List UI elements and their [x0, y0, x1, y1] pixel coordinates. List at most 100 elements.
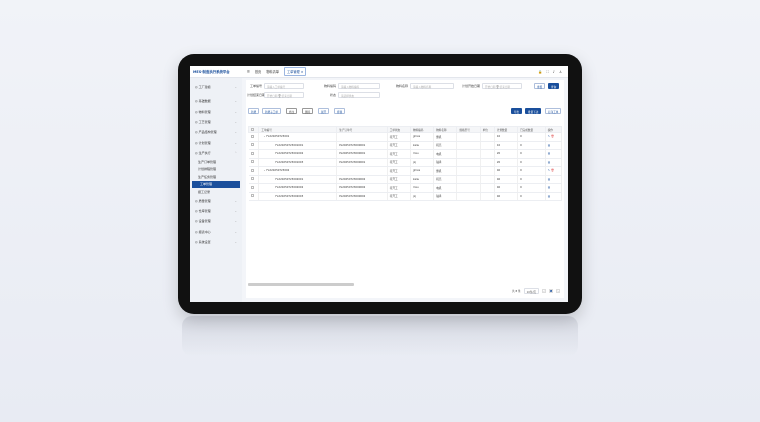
column-header[interactable]: 工单编号: [258, 126, 338, 133]
view-icon[interactable]: ▤: [547, 152, 551, 156]
order-no: PL20250723000002: [336, 183, 388, 193]
page-size-select[interactable]: 10条/页: [523, 288, 539, 294]
table-row[interactable]: ⌄ FLX20250723002 待开工 jjmxa 整机 40 0 ✎ 🗑: [248, 166, 563, 176]
edit-icon[interactable]: ✎: [547, 135, 550, 139]
edit-icon[interactable]: ✎: [547, 169, 550, 173]
sidebar-subitem[interactable]: 报工记录: [198, 189, 211, 194]
sidebar-subitem[interactable]: 生产订单管理: [198, 159, 217, 164]
done-qty: 0: [517, 166, 546, 176]
lock-icon[interactable]: 🔒: [538, 70, 543, 74]
row-checkbox[interactable]: [248, 192, 260, 201]
page-button[interactable]: 1: [549, 289, 553, 293]
row-checkbox[interactable]: [248, 166, 260, 176]
row-checkbox[interactable]: [248, 175, 260, 184]
pagination: 共 8 条 10条/页 ‹ 1 ›: [512, 288, 560, 294]
column-header[interactable]: 操作: [544, 126, 563, 133]
spec: [456, 132, 481, 142]
table-row[interactable]: FLX20250723001002 PL20250723000001 待开工 m…: [248, 149, 563, 159]
delete-button[interactable]: 删除: [302, 108, 314, 114]
order-no: PL20250723000002: [336, 192, 388, 201]
edit-button[interactable]: 修改: [286, 108, 298, 114]
spec: [456, 149, 481, 159]
horizontal-scrollbar[interactable]: [248, 283, 354, 286]
sidebar-item[interactable]: ◎ 报表中心 ⌄: [190, 226, 242, 236]
row-checkbox[interactable]: [248, 141, 260, 150]
sidebar-subitem[interactable]: 工单管理: [192, 180, 240, 189]
collapse-button[interactable]: 折叠: [334, 108, 346, 114]
plan-end-range[interactable]: 开始日期 至 结束日期: [264, 92, 304, 98]
fullscreen-icon[interactable]: ⛶: [546, 70, 549, 74]
sidebar-item[interactable]: ◎ 计划管理 ⌄: [190, 137, 242, 147]
sidebar-subitem[interactable]: 生产任务管理: [198, 174, 217, 179]
filter-label: 物料编码: [324, 84, 337, 88]
column-header[interactable]: 单位: [479, 126, 495, 133]
batch-release-button[interactable]: 批量下达: [525, 108, 542, 114]
delete-icon[interactable]: 🗑: [550, 135, 555, 139]
table-row[interactable]: FLX20250723001001 PL20250723000001 待开工 k…: [248, 141, 563, 150]
delete-icon[interactable]: 🗑: [550, 169, 555, 173]
chevron-down-icon: ⌄: [234, 99, 237, 104]
sidebar-item[interactable]: ◎ 基础数据 ⌄: [190, 96, 242, 106]
expand-arrow-icon[interactable]: ⌄: [263, 169, 267, 173]
table-row[interactable]: FLX20250723001003 PL20250723000001 待开工 j…: [248, 158, 563, 167]
sidebar-item[interactable]: ◎ 产品结构管理 ⌄: [190, 127, 242, 137]
expand-arrow-icon[interactable]: ⌄: [263, 135, 267, 139]
work-order-no-input[interactable]: 请输入工单编号: [264, 83, 304, 89]
expand-button[interactable]: 展开: [318, 108, 330, 114]
sidebar-item[interactable]: ◎ 质量管理 ⌄: [190, 196, 242, 206]
prev-page-button[interactable]: ‹: [542, 289, 546, 293]
row-checkbox[interactable]: [248, 149, 260, 159]
row-actions: ▤: [545, 192, 563, 201]
material-code-input[interactable]: 请输入物料编码: [338, 83, 380, 89]
search-button[interactable]: 查询: [548, 83, 560, 89]
bell-icon[interactable]: ♪: [552, 70, 555, 74]
sidebar-item[interactable]: ◎ 物料管理 ⌄: [190, 107, 242, 117]
row-checkbox[interactable]: [248, 183, 260, 193]
table-row[interactable]: FLX20250723002002 PL20250723000002 待开工 m…: [248, 183, 563, 193]
sidebar-item[interactable]: ◎ 设备管理 ⌄: [190, 216, 242, 226]
row-checkbox[interactable]: [248, 158, 260, 167]
sidebar-item-label: 质量管理: [198, 198, 211, 203]
row-checkbox[interactable]: [248, 132, 260, 142]
table-row[interactable]: ⌄ FLX20250723001 待开工 jjmxa 整机 10 0 ✎ 🗑: [248, 132, 563, 142]
tab-work-order[interactable]: 工单管理 ×: [283, 67, 307, 76]
view-icon[interactable]: ▤: [547, 177, 551, 181]
table-row[interactable]: FLX20250723002001 PL20250723000002 待开工 k…: [248, 175, 563, 184]
spec: [456, 183, 481, 193]
plan-start-range[interactable]: 开始日期 至 结束日期: [482, 83, 522, 89]
user-icon[interactable]: ♙: [558, 70, 562, 74]
print-button[interactable]: 打印工单: [545, 108, 562, 114]
sidebar-item[interactable]: ◎ 生产执行 ⌃: [190, 148, 242, 158]
material-name: 轴承: [433, 192, 458, 201]
sidebar-item-label: 工艺管理: [198, 120, 211, 125]
sidebar-item[interactable]: ◎ 工艺管理 ⌄: [190, 117, 242, 127]
total-count: 共 8 条: [512, 290, 521, 293]
sidebar-item[interactable]: ◎ 工厂建模 ⌄: [190, 82, 242, 92]
material-code: kaiw: [410, 141, 435, 150]
material-name-input[interactable]: 请输入物料名称: [410, 83, 454, 89]
tab-home[interactable]: 首页: [254, 70, 262, 74]
chevron-down-icon: ⌄: [234, 130, 237, 135]
view-icon[interactable]: ▤: [547, 186, 551, 190]
table-row[interactable]: FLX20250723002003 PL20250723000002 待开工 j…: [248, 192, 563, 201]
tab-bom[interactable]: 物料清单: [266, 70, 279, 74]
column-header[interactable]: 计划数量: [493, 126, 519, 133]
export-button[interactable]: 导出: [511, 108, 523, 114]
reset-button[interactable]: 重置: [534, 83, 546, 89]
row-actions: ▤: [545, 141, 563, 150]
add-button[interactable]: 新增: [248, 108, 260, 114]
sidebar-item[interactable]: ◎ 仓库管理 ⌄: [190, 206, 242, 216]
shield-icon: ◎: [195, 198, 199, 203]
plan-qty: 10: [494, 132, 519, 142]
sidebar-subitem[interactable]: 计划排程管理: [198, 167, 217, 172]
status-select[interactable]: 请选择状态: [338, 92, 380, 98]
next-page-button[interactable]: ›: [556, 289, 560, 293]
view-icon[interactable]: ▤: [547, 160, 551, 164]
view-icon[interactable]: ▤: [547, 194, 551, 198]
menu-toggle-icon[interactable]: ☰: [247, 69, 250, 74]
view-icon[interactable]: ▤: [547, 143, 551, 147]
sidebar-item[interactable]: ◎ 系统设置 ⌄: [190, 237, 242, 247]
add-sub-button[interactable]: 新增子工单: [262, 108, 281, 114]
select-all-checkbox[interactable]: [247, 126, 260, 133]
code-text: FLX20250723001003: [275, 160, 304, 164]
